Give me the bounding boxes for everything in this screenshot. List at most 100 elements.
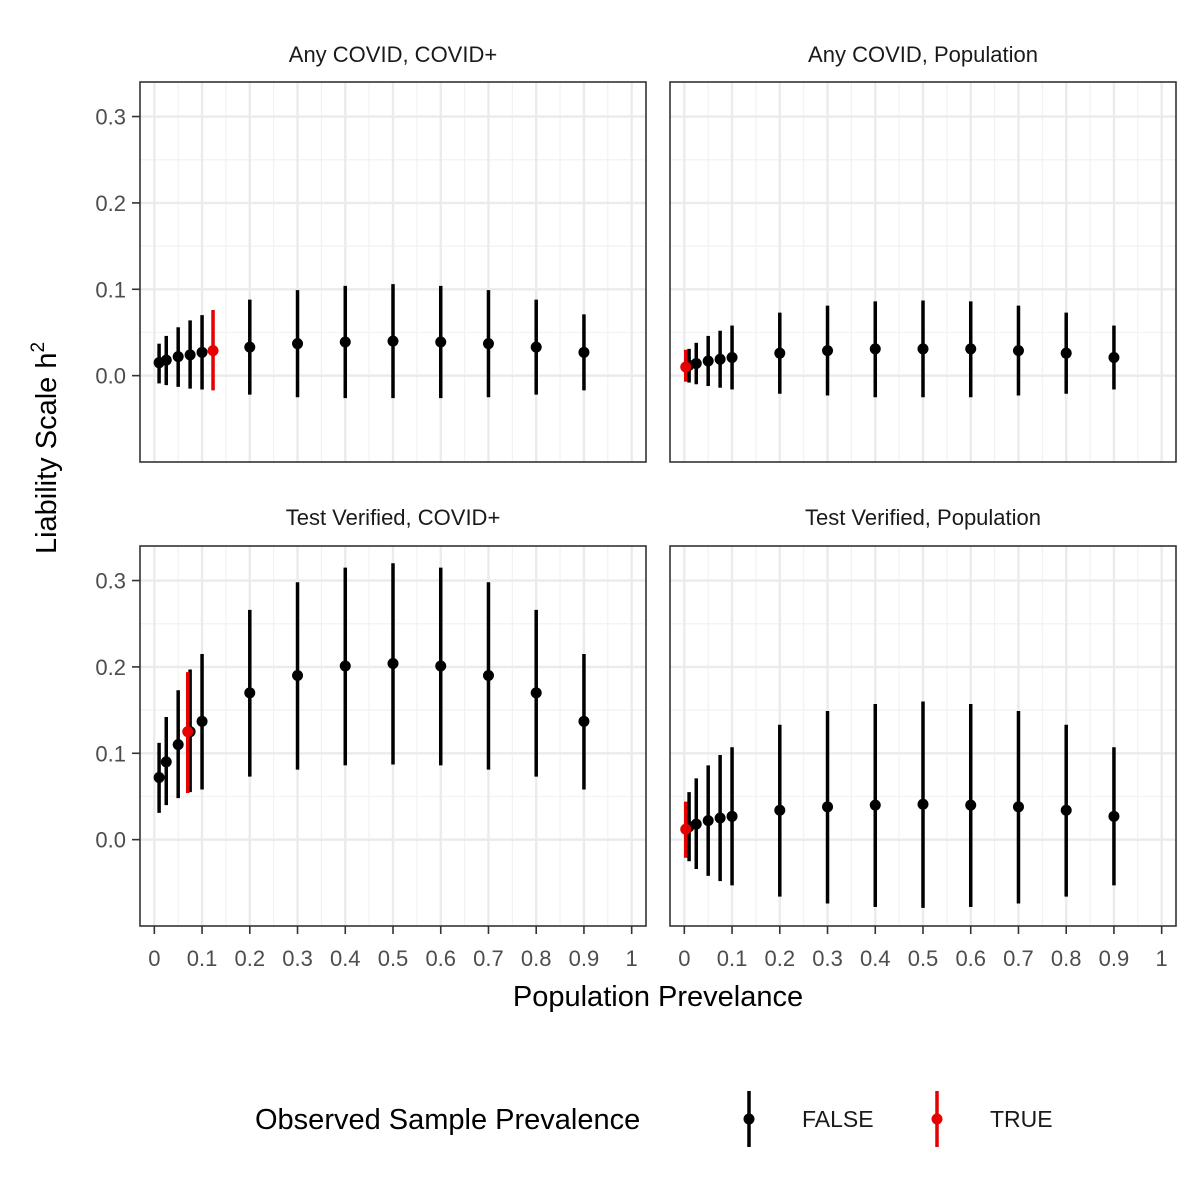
legend-key-true bbox=[931, 1091, 943, 1147]
y-tick-label: 0.1 bbox=[95, 277, 126, 302]
panel: 0.0 0.1 0.2 0.3 0 0.1 0.2 0.3 0.4 0.5 0.6 0.7 0.8 0.9… bbox=[95, 545, 647, 971]
data-point bbox=[774, 804, 786, 816]
x-tick-label: 0 bbox=[148, 946, 160, 971]
x-tick-label: 0.8 bbox=[521, 946, 552, 971]
data-point bbox=[702, 355, 714, 367]
data-point bbox=[822, 345, 834, 357]
data-point bbox=[1012, 801, 1024, 813]
data-point bbox=[160, 756, 172, 768]
data-point bbox=[702, 815, 714, 827]
y-axis-title-main: Liability Scale h bbox=[31, 353, 63, 555]
data-point bbox=[435, 660, 447, 672]
x-tick-label: 0.3 bbox=[812, 946, 843, 971]
x-tick-label: 0.1 bbox=[187, 946, 218, 971]
data-point bbox=[160, 354, 172, 366]
panel-title: Test Verified, Population bbox=[805, 505, 1041, 530]
panel: 0.0 0.1 0.2 0.3 bbox=[95, 81, 647, 463]
data-point bbox=[530, 341, 542, 353]
data-point bbox=[207, 345, 219, 357]
data-point bbox=[339, 336, 351, 348]
data-point bbox=[292, 338, 304, 350]
data-point bbox=[172, 739, 184, 751]
data-point bbox=[530, 687, 542, 699]
data-point bbox=[153, 771, 165, 783]
panel-border bbox=[139, 81, 647, 463]
data-point bbox=[680, 823, 692, 835]
x-tick-label: 0.3 bbox=[282, 946, 313, 971]
data-point bbox=[1108, 352, 1120, 363]
data-point bbox=[482, 670, 494, 682]
data-point bbox=[917, 798, 929, 810]
x-tick-label: 0.4 bbox=[330, 946, 361, 971]
data-point bbox=[680, 361, 692, 373]
panel bbox=[669, 81, 1177, 463]
data-point bbox=[869, 343, 881, 355]
legend-key-false-point bbox=[743, 1113, 755, 1125]
data-point bbox=[578, 346, 590, 358]
data-point bbox=[172, 351, 184, 363]
data-point bbox=[822, 801, 834, 813]
data-point bbox=[1060, 804, 1072, 816]
data-point bbox=[244, 687, 256, 699]
data-point bbox=[182, 726, 194, 738]
x-tick-label: 0.7 bbox=[473, 946, 504, 971]
data-point bbox=[1060, 347, 1072, 359]
data-point bbox=[1108, 810, 1120, 822]
y-tick-label: 0.3 bbox=[95, 105, 126, 130]
x-tick-label: 0.5 bbox=[378, 946, 409, 971]
y-tick-label: 0.2 bbox=[95, 191, 126, 216]
y-tick-label: 0.0 bbox=[95, 828, 126, 853]
data-point bbox=[690, 358, 702, 370]
data-point bbox=[196, 715, 208, 727]
data-point bbox=[482, 338, 494, 350]
legend-key-true-point bbox=[931, 1113, 943, 1125]
x-tick-label: 0.8 bbox=[1051, 946, 1082, 971]
x-axis-title: Population Prevelance bbox=[513, 981, 803, 1013]
y-tick-label: 0.1 bbox=[95, 741, 126, 766]
data-point bbox=[184, 349, 196, 361]
data-point bbox=[690, 818, 702, 830]
y-tick-label: 0.2 bbox=[95, 655, 126, 680]
data-point bbox=[869, 799, 881, 811]
x-tick-label: 0.4 bbox=[860, 946, 891, 971]
x-tick-label: 0.6 bbox=[425, 946, 456, 971]
y-axis-title-superscript: 2 bbox=[28, 342, 49, 353]
legend-label-true: TRUE bbox=[990, 1106, 1053, 1132]
data-point bbox=[714, 353, 726, 365]
legend-title: Observed Sample Prevalence bbox=[255, 1104, 640, 1136]
data-point bbox=[1012, 345, 1024, 357]
data-point bbox=[965, 343, 977, 355]
x-tick-label: 0.9 bbox=[1099, 946, 1130, 971]
y-axis-title: Liability Scale h2 bbox=[28, 342, 63, 554]
data-point bbox=[726, 352, 738, 363]
data-point bbox=[965, 799, 977, 811]
x-tick-label: 0.2 bbox=[234, 946, 265, 971]
data-point bbox=[435, 336, 447, 348]
data-point bbox=[387, 335, 399, 347]
x-tick-label: 0.5 bbox=[908, 946, 939, 971]
data-point bbox=[714, 812, 726, 824]
panel-title: Any COVID, Population bbox=[808, 42, 1038, 67]
x-tick-label: 0.7 bbox=[1003, 946, 1034, 971]
x-tick-label: 1 bbox=[626, 946, 638, 971]
panel-border bbox=[669, 81, 1177, 463]
data-point bbox=[387, 657, 399, 669]
legend-label-false: FALSE bbox=[802, 1106, 874, 1132]
data-point bbox=[917, 343, 929, 355]
data-point bbox=[726, 810, 738, 822]
x-tick-label: 0.1 bbox=[717, 946, 748, 971]
y-tick-label: 0.3 bbox=[95, 569, 126, 594]
data-point bbox=[196, 346, 208, 358]
x-tick-label: 1 bbox=[1156, 946, 1168, 971]
panel: 0 0.1 0.2 0.3 0.4 0.5 0.6 0.7 0.8 0.9 1 bbox=[669, 545, 1177, 971]
panel-title: Any COVID, COVID+ bbox=[289, 42, 497, 67]
legend-key-false bbox=[743, 1091, 755, 1147]
data-point bbox=[292, 670, 304, 682]
legend: Observed Sample Prevalence FALSE TRUE bbox=[255, 1091, 1053, 1147]
data-point bbox=[774, 347, 786, 359]
x-tick-label: 0 bbox=[678, 946, 690, 971]
data-point bbox=[339, 660, 351, 672]
x-tick-label: 0.6 bbox=[955, 946, 986, 971]
x-tick-label: 0.9 bbox=[569, 946, 600, 971]
